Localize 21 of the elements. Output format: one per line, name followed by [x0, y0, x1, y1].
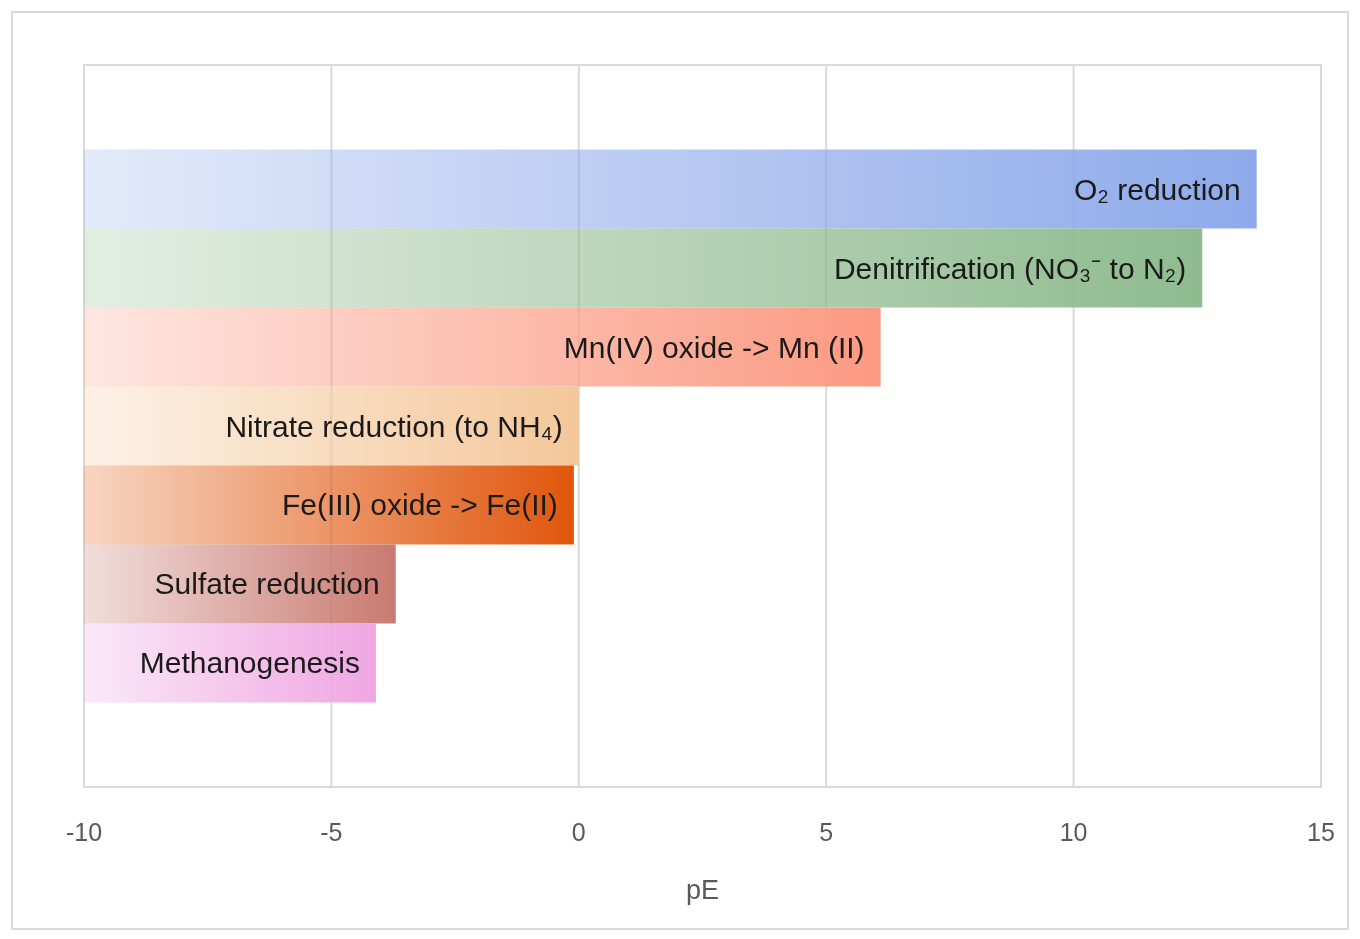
y-tick-label: Methanogenesis — [139, 646, 360, 680]
bar — [84, 623, 376, 703]
y-tick-label: Denitrification (NO₃⁻ to N₂) — [833, 251, 1187, 285]
y-tick-label: Fe(III) oxide -> Fe(II) — [281, 488, 558, 522]
x-tick-label: 5 — [819, 818, 834, 846]
x-tick-label: -5 — [320, 818, 343, 846]
y-tick-label: Mn(IV) oxide -> Mn (II) — [563, 330, 865, 364]
y-tick-label: Nitrate reduction (to NH₄) — [225, 409, 563, 443]
y-tick-label: Sulfate reduction — [154, 567, 380, 601]
bar — [84, 386, 579, 466]
bar — [84, 465, 574, 545]
x-tick-label: 10 — [1059, 818, 1088, 846]
x-axis-title: pE — [685, 875, 720, 905]
x-tick-label: -10 — [65, 818, 103, 846]
bar — [84, 149, 1257, 229]
bar — [84, 544, 396, 624]
bar — [84, 307, 881, 387]
x-tick-label: 15 — [1307, 818, 1335, 846]
x-tick-label: 0 — [571, 818, 586, 846]
bar — [84, 228, 1203, 308]
y-tick-label: O₂ reduction — [1073, 172, 1241, 206]
